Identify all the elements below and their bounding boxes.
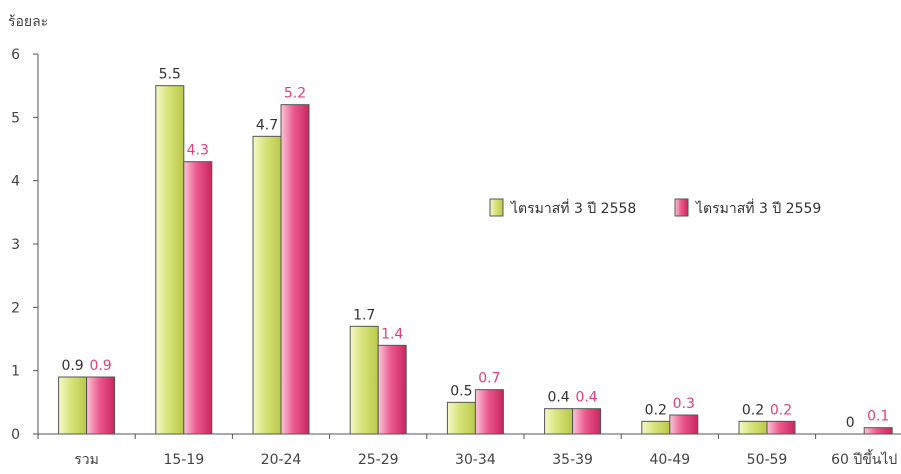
data-label-series-1: 0.9 — [61, 358, 83, 374]
bar-series-2 — [863, 427, 893, 435]
bar-series-1 — [349, 325, 379, 435]
bar-series-2 — [766, 420, 796, 435]
x-tick-label: 30-34 — [455, 452, 496, 468]
x-tick-label: 35-39 — [552, 452, 593, 468]
x-tick-label: 20-24 — [261, 452, 302, 468]
data-label-series-2: 0.2 — [770, 402, 792, 418]
bars — [58, 85, 893, 435]
bar-series-2 — [669, 414, 699, 435]
x-tick-label: 25-29 — [358, 452, 399, 468]
bar-series-1 — [544, 408, 574, 435]
y-tick-label: 2 — [11, 300, 20, 316]
bar-series-1 — [446, 401, 476, 435]
legend-swatch-series-1 — [489, 198, 504, 217]
bar-series-2 — [377, 344, 407, 435]
x-tick-label: 40-49 — [649, 452, 690, 468]
y-tick-label: 1 — [11, 364, 20, 380]
data-label-series-2: 4.3 — [187, 143, 209, 159]
bar-series-1 — [252, 135, 282, 435]
data-label-series-2: 5.2 — [284, 86, 306, 102]
bar-series-1 — [641, 420, 671, 435]
data-label-series-1: 0.4 — [547, 390, 569, 406]
y-axis-title: ร้อยละ — [8, 14, 48, 30]
bar-series-1 — [58, 376, 88, 435]
data-label-series-1: 5.5 — [159, 67, 181, 83]
data-label-series-2: 1.4 — [381, 326, 403, 342]
y-tick-label: 6 — [11, 47, 20, 63]
bar-series-2 — [474, 389, 504, 435]
y-tick-label: 3 — [11, 237, 20, 253]
x-tick-label: 60 ปีขึ้นไป — [831, 449, 897, 468]
data-label-series-1: 4.7 — [256, 117, 278, 133]
data-label-series-2: 0.1 — [867, 409, 889, 425]
x-tick-label: 50-59 — [747, 452, 788, 468]
legend-label-series-1: ไตรมาสที่ 3 ปี 2558 — [510, 199, 636, 217]
bar-series-2 — [183, 161, 213, 435]
data-label-series-2: 0.4 — [575, 390, 597, 406]
bar-series-2 — [280, 104, 310, 435]
bar-series-2 — [572, 408, 602, 435]
legend: ไตรมาสที่ 3 ปี 2558 ไตรมาสที่ 3 ปี 2559 — [489, 198, 821, 217]
y-tick-label: 0 — [11, 427, 20, 443]
data-label-series-2: 0.7 — [478, 371, 500, 387]
bar-series-2 — [86, 376, 116, 435]
data-label-series-1: 1.7 — [353, 307, 375, 323]
data-label-series-1: 0.2 — [645, 402, 667, 418]
legend-label-series-2: ไตรมาสที่ 3 ปี 2559 — [695, 199, 821, 217]
y-tick-label: 4 — [11, 174, 20, 190]
x-tick-label: 15-19 — [163, 452, 204, 468]
y-tick-label: 5 — [11, 110, 20, 126]
data-labels: 0.9 0.9 5.5 4.3 4.7 5.2 1.7 1.4 0.5 0.7 0.4 0.4 0.2 0… — [61, 67, 889, 431]
data-label-series-1: 0.2 — [742, 402, 764, 418]
data-label-series-2: 0.9 — [89, 358, 111, 374]
bar-series-1 — [738, 420, 768, 435]
data-label-series-1: 0 — [846, 415, 855, 431]
legend-swatch-series-2 — [674, 198, 689, 217]
data-label-series-1: 0.5 — [450, 383, 472, 399]
x-tick-label: รวม — [74, 452, 99, 468]
data-label-series-2: 0.3 — [673, 396, 695, 412]
bar-series-1 — [155, 85, 185, 435]
